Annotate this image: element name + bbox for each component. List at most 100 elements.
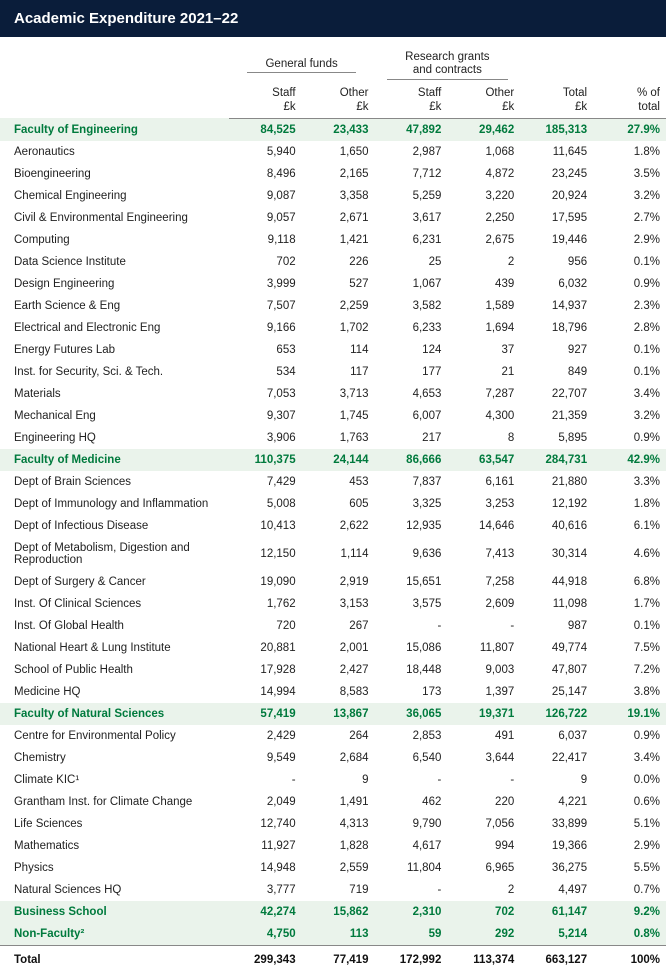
row-name: Total: [0, 945, 229, 976]
cell-rg_staff: 18,448: [374, 659, 447, 681]
cell-rg_staff: 11,804: [374, 857, 447, 879]
table-row: Natural Sciences HQ3,777719-24,4970.7%: [0, 879, 666, 901]
cell-rg_staff: 3,582: [374, 295, 447, 317]
cell-rg_other: 1,397: [447, 681, 520, 703]
cell-total: 6,037: [520, 725, 593, 747]
cell-total: 126,722: [520, 703, 593, 725]
row-name: Electrical and Electronic Eng: [0, 317, 229, 339]
cell-total: 987: [520, 615, 593, 637]
cell-rg_staff: -: [374, 879, 447, 901]
row-name: Dept of Surgery & Cancer: [0, 571, 229, 593]
cell-total: 44,918: [520, 571, 593, 593]
table-row: Dept of Infectious Disease10,4132,62212,…: [0, 515, 666, 537]
row-name: Non-Faculty²: [0, 923, 229, 946]
cell-gf_staff: 9,118: [229, 229, 302, 251]
cell-gf_staff: 7,507: [229, 295, 302, 317]
cell-gf_other: 4,313: [302, 813, 375, 835]
cell-rg_other: 6,965: [447, 857, 520, 879]
row-name: Natural Sciences HQ: [0, 879, 229, 901]
cell-rg_staff: 1,067: [374, 273, 447, 295]
row-name: National Heart & Lung Institute: [0, 637, 229, 659]
row-name: Faculty of Medicine: [0, 449, 229, 471]
cell-pct: 42.9%: [593, 449, 666, 471]
cell-gf_staff: 8,496: [229, 163, 302, 185]
cell-pct: 0.1%: [593, 251, 666, 273]
cell-rg_staff: 15,651: [374, 571, 447, 593]
cell-gf_staff: 3,906: [229, 427, 302, 449]
row-name: Engineering HQ: [0, 427, 229, 449]
cell-rg_staff: 59: [374, 923, 447, 946]
table-row: Data Science Institute7022262529560.1%: [0, 251, 666, 273]
cell-gf_staff: 5,940: [229, 141, 302, 163]
cell-rg_other: 113,374: [447, 945, 520, 976]
cell-gf_other: 117: [302, 361, 375, 383]
cell-pct: 3.4%: [593, 383, 666, 405]
cell-gf_staff: 14,994: [229, 681, 302, 703]
cell-gf_other: 8,583: [302, 681, 375, 703]
cell-rg_staff: 4,617: [374, 835, 447, 857]
cell-rg_staff: 7,837: [374, 471, 447, 493]
cell-gf_other: 77,419: [302, 945, 375, 976]
column-header-row: Staff £k Other £k Staff £k Other £k Tota…: [0, 82, 666, 118]
table-row: Inst. for Security, Sci. & Tech.53411717…: [0, 361, 666, 383]
cell-gf_other: 605: [302, 493, 375, 515]
cell-rg_staff: 124: [374, 339, 447, 361]
cell-gf_staff: 57,419: [229, 703, 302, 725]
cell-rg_other: 292: [447, 923, 520, 946]
cell-total: 17,595: [520, 207, 593, 229]
cell-pct: 9.2%: [593, 901, 666, 923]
table-row: Inst. Of Global Health720267--9870.1%: [0, 615, 666, 637]
cell-rg_other: -: [447, 615, 520, 637]
cell-gf_other: 2,671: [302, 207, 375, 229]
total-row: Total299,34377,419172,992113,374663,1271…: [0, 945, 666, 976]
cell-gf_other: 2,165: [302, 163, 375, 185]
table-row: Earth Science & Eng7,5072,2593,5821,5891…: [0, 295, 666, 317]
cell-pct: 19.1%: [593, 703, 666, 725]
row-name: Physics: [0, 857, 229, 879]
row-name: Faculty of Natural Sciences: [0, 703, 229, 725]
cell-gf_staff: 10,413: [229, 515, 302, 537]
cell-pct: 2.8%: [593, 317, 666, 339]
cell-pct: 0.7%: [593, 879, 666, 901]
cell-gf_staff: 5,008: [229, 493, 302, 515]
cell-rg_other: 994: [447, 835, 520, 857]
cell-pct: 3.8%: [593, 681, 666, 703]
cell-total: 185,313: [520, 118, 593, 141]
table-body: Faculty of Engineering84,52523,43347,892…: [0, 118, 666, 976]
cell-rg_other: 1,589: [447, 295, 520, 317]
row-name: Chemistry: [0, 747, 229, 769]
row-name: Faculty of Engineering: [0, 118, 229, 141]
cell-total: 11,645: [520, 141, 593, 163]
cell-gf_staff: 299,343: [229, 945, 302, 976]
col-header-rg-staff: Staff £k: [374, 82, 447, 118]
page-container: Academic Expenditure 2021–22 General fun…: [0, 0, 666, 976]
cell-pct: 3.4%: [593, 747, 666, 769]
row-name: Inst. for Security, Sci. & Tech.: [0, 361, 229, 383]
cell-pct: 3.2%: [593, 185, 666, 207]
cell-gf_other: 2,427: [302, 659, 375, 681]
cell-total: 12,192: [520, 493, 593, 515]
cell-pct: 0.9%: [593, 273, 666, 295]
cell-total: 20,924: [520, 185, 593, 207]
cell-rg_other: 1,068: [447, 141, 520, 163]
cell-rg_staff: 7,712: [374, 163, 447, 185]
cell-total: 4,497: [520, 879, 593, 901]
cell-rg_staff: 6,233: [374, 317, 447, 339]
cell-total: 49,774: [520, 637, 593, 659]
cell-rg_staff: 2,987: [374, 141, 447, 163]
table-row: Chemistry9,5492,6846,5403,64422,4173.4%: [0, 747, 666, 769]
cell-total: 284,731: [520, 449, 593, 471]
faculty-row: Business School42,27415,8622,31070261,14…: [0, 901, 666, 923]
cell-gf_other: 226: [302, 251, 375, 273]
cell-gf_staff: 1,762: [229, 593, 302, 615]
cell-rg_staff: -: [374, 769, 447, 791]
cell-gf_other: 15,862: [302, 901, 375, 923]
cell-pct: 1.7%: [593, 593, 666, 615]
faculty-row: Faculty of Engineering84,52523,43347,892…: [0, 118, 666, 141]
cell-rg_other: 220: [447, 791, 520, 813]
cell-pct: 27.9%: [593, 118, 666, 141]
table-row: Medicine HQ14,9948,5831731,39725,1473.8%: [0, 681, 666, 703]
cell-gf_staff: 702: [229, 251, 302, 273]
table-row: Grantham Inst. for Climate Change2,0491,…: [0, 791, 666, 813]
cell-rg_staff: 3,575: [374, 593, 447, 615]
